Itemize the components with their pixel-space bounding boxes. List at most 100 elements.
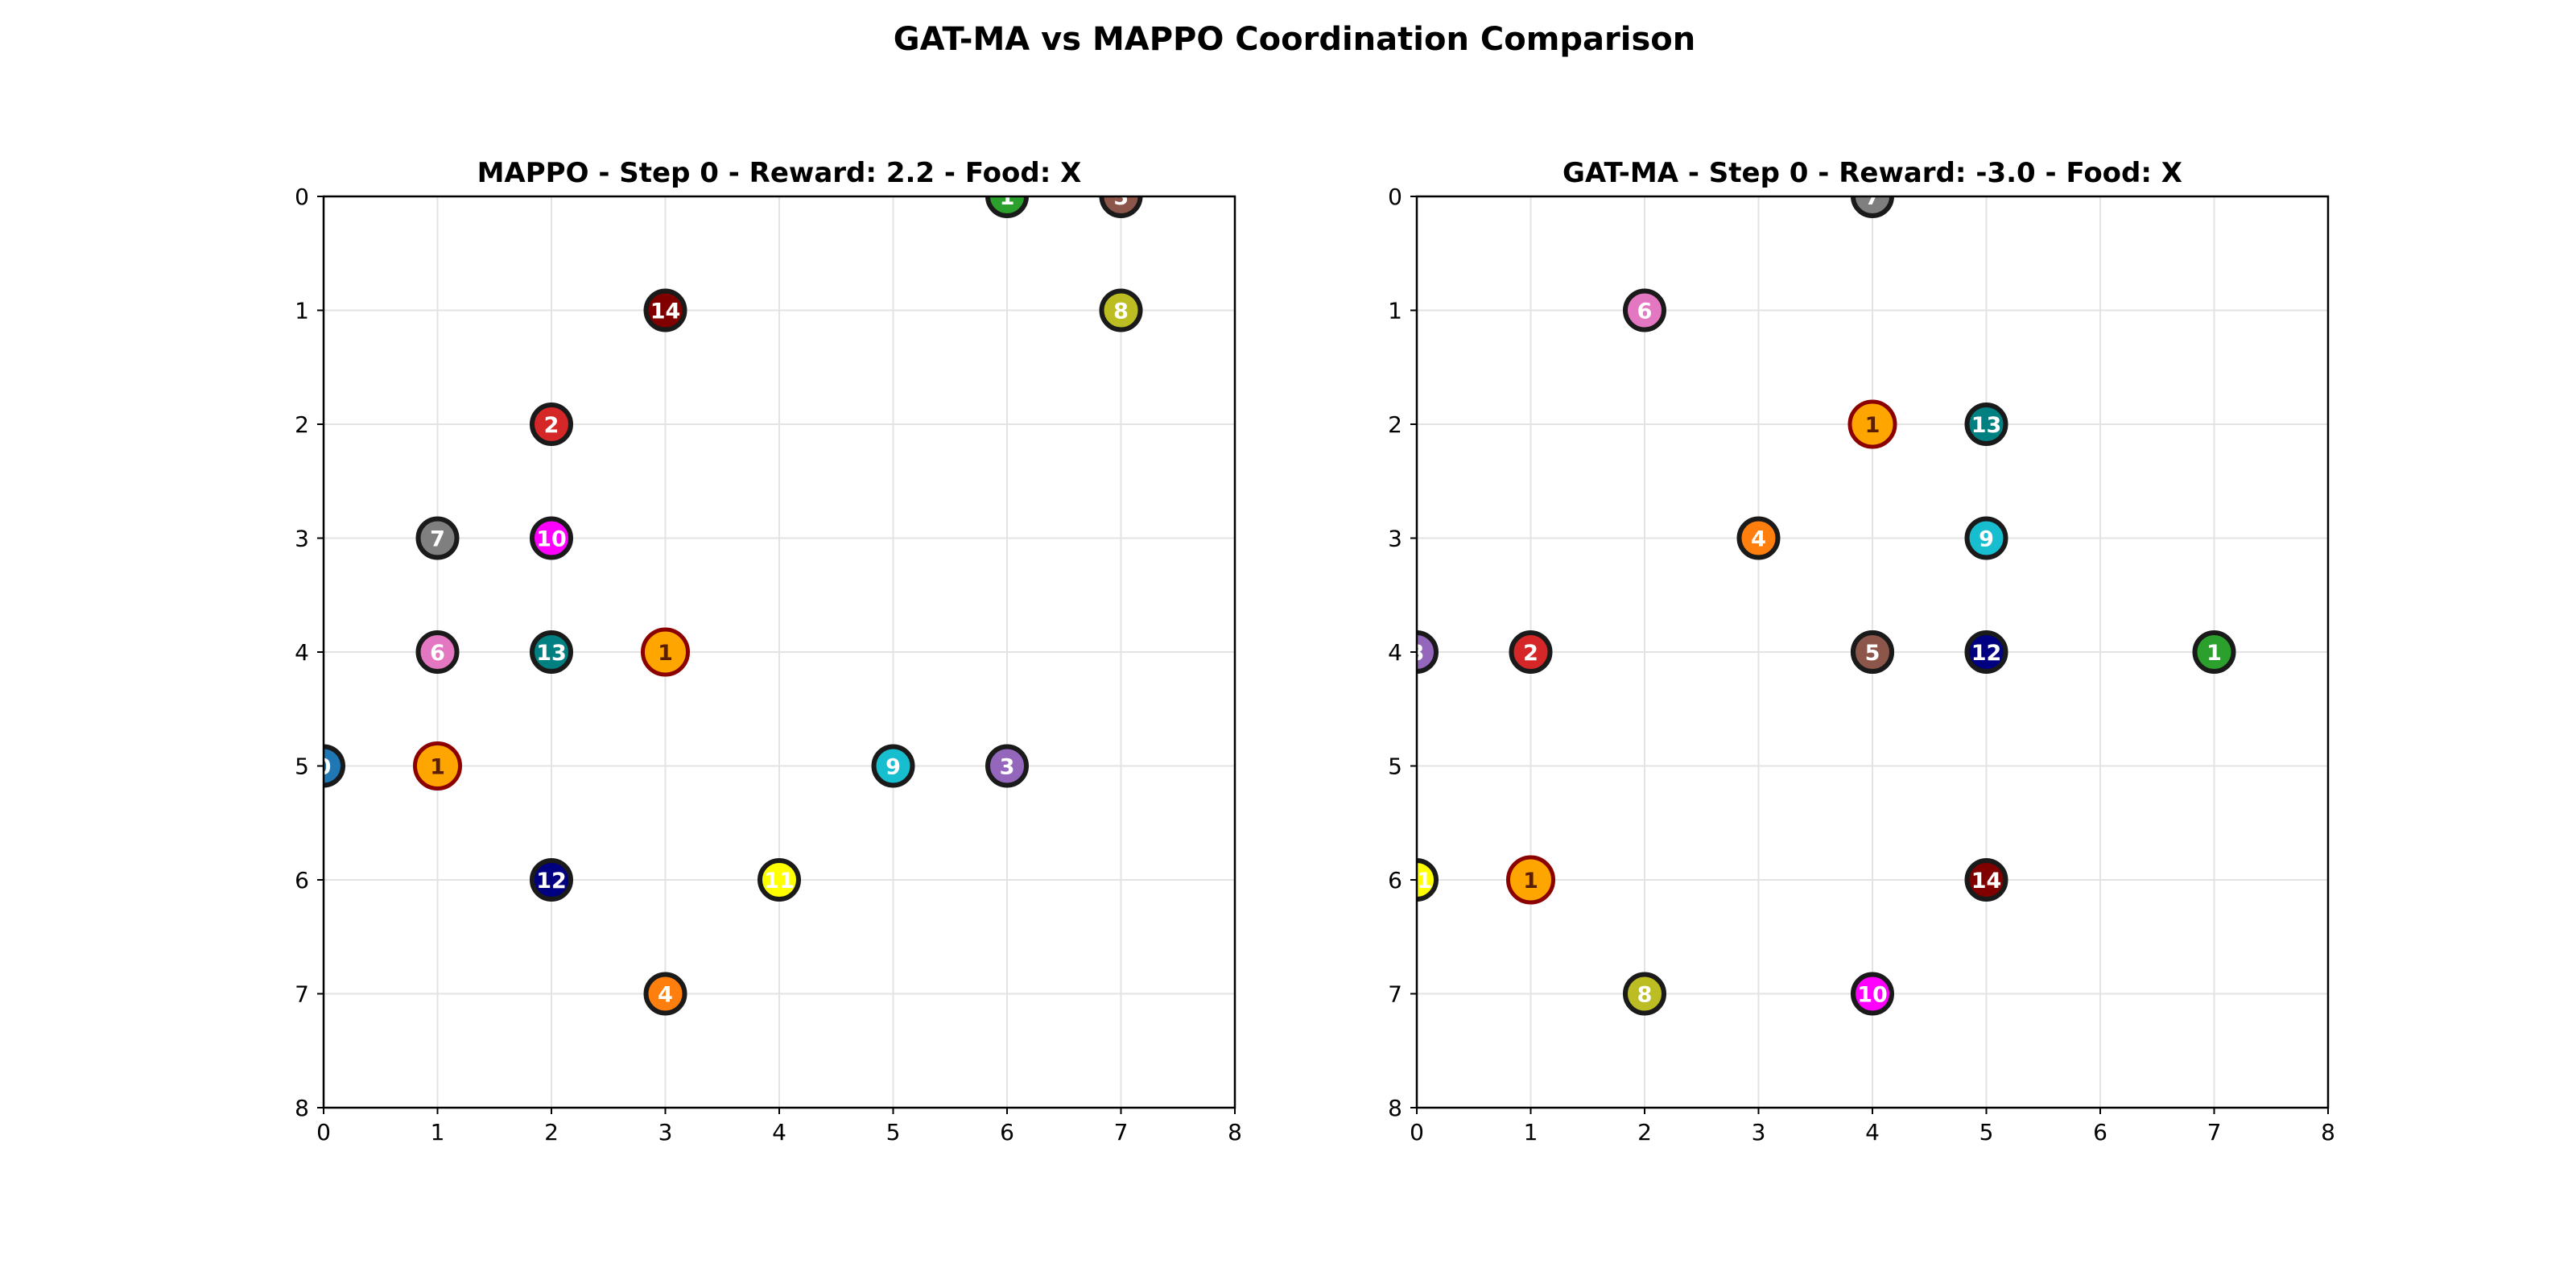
agent-id-label: 9 — [1979, 527, 1994, 552]
agent-7: 7 — [415, 516, 460, 560]
agent-marker — [1099, 196, 1143, 218]
agent-marker — [985, 196, 1029, 218]
figure-title: GAT-MA vs MAPPO Coordination Comparison — [894, 21, 1695, 58]
agent-id-label: 3 — [1000, 755, 1015, 780]
y-tick-label: 7 — [295, 981, 309, 1008]
x-tick-label: 4 — [1865, 1119, 1880, 1146]
agent-9: 9 — [1964, 516, 2008, 560]
agent-marker — [643, 288, 687, 332]
agent-id-label: 6 — [1637, 299, 1653, 324]
y-tick-label: 2 — [1388, 411, 1402, 438]
food-item: 1 — [1506, 855, 1555, 905]
agent-id-label: 5 — [1113, 185, 1129, 210]
agent-2: 2 — [1509, 630, 1553, 674]
agent-id-label: 6 — [430, 641, 445, 666]
agent-id-label: 10 — [536, 527, 567, 552]
food-marker — [413, 741, 462, 791]
y-tick-label: 3 — [1388, 526, 1402, 552]
agent-5: 5 — [1851, 630, 1894, 674]
agent-1: 1 — [985, 185, 1029, 218]
agent-marker — [1964, 516, 2008, 560]
agent-id-label: 7 — [430, 527, 445, 552]
x-tick-label: 4 — [772, 1119, 786, 1146]
agent-marker — [530, 630, 573, 674]
agent-marker — [1509, 630, 1553, 674]
axes-frame — [322, 195, 1236, 1109]
agent-id-label: 3 — [1410, 641, 1425, 666]
agent-marker — [1851, 972, 1894, 1016]
agent-12: 12 — [1964, 630, 2008, 674]
agent-6: 6 — [415, 630, 460, 674]
axes-frame — [1415, 195, 2330, 1109]
food-marker — [1506, 855, 1555, 905]
y-tick-label: 6 — [295, 867, 309, 894]
agent-id-label: 14 — [1971, 869, 2002, 894]
x-tick-label: 5 — [1979, 1119, 1994, 1146]
agent-id-label: 2 — [544, 413, 559, 438]
agent-id-label: 1 — [1000, 185, 1015, 210]
x-tick-label: 0 — [1410, 1119, 1424, 1146]
agent-id-label: 11 — [1402, 869, 1432, 894]
x-tick-label: 2 — [544, 1119, 559, 1146]
x-tick-label: 1 — [1524, 1119, 1538, 1146]
x-tick-label: 3 — [658, 1119, 673, 1146]
agent-marker — [1736, 516, 1781, 560]
agent-marker — [2192, 630, 2236, 674]
food-value-label: 1 — [658, 641, 673, 666]
agent-marker — [415, 516, 460, 560]
agent-id-label: 13 — [536, 641, 567, 666]
agent-14: 14 — [643, 288, 687, 332]
y-tick-label: 2 — [295, 411, 309, 438]
y-tick-label: 3 — [295, 526, 309, 552]
agent-marker — [758, 858, 801, 902]
agent-14: 14 — [1964, 858, 2008, 902]
agent-id-label: 0 — [316, 755, 332, 780]
agent-marker — [1851, 630, 1894, 674]
agent-2: 2 — [530, 402, 573, 446]
agent-marker — [643, 972, 687, 1016]
agent-marker — [1964, 858, 2008, 902]
agent-13: 13 — [1964, 402, 2008, 446]
agent-id-label: 5 — [1865, 641, 1880, 666]
food-marker — [1847, 399, 1897, 449]
agent-marker — [1964, 402, 2008, 446]
y-tick-label: 8 — [1388, 1095, 1402, 1121]
panel-gat-ma: GAT-MA - Step 0 - Reward: -3.0 - Food: X… — [1388, 157, 2335, 1146]
agent-id-label: 14 — [650, 299, 681, 324]
x-tick-label: 8 — [2321, 1119, 2335, 1146]
agent-5: 5 — [1099, 185, 1143, 218]
food-value-label: 1 — [1523, 869, 1538, 894]
agent-3: 3 — [1410, 630, 1439, 674]
agent-8: 8 — [1623, 972, 1666, 1016]
agent-marker — [1964, 630, 2008, 674]
x-tick-label: 0 — [316, 1119, 331, 1146]
agent-id-label: 8 — [1113, 299, 1129, 324]
panel-title: MAPPO - Step 0 - Reward: 2.2 - Food: X — [477, 157, 1082, 189]
agent-id-label: 11 — [764, 869, 795, 894]
y-tick-label: 0 — [295, 184, 309, 210]
agent-id-label: 8 — [1637, 983, 1653, 1008]
agent-11: 11 — [1402, 858, 1439, 902]
x-tick-label: 1 — [431, 1119, 445, 1146]
agent-id-label: 1 — [2207, 641, 2222, 666]
agent-marker — [985, 744, 1029, 788]
y-tick-label: 1 — [295, 298, 309, 324]
panel-title: GAT-MA - Step 0 - Reward: -3.0 - Food: X — [1563, 157, 2182, 189]
x-tick-label: 7 — [1114, 1119, 1129, 1146]
x-tick-label: 7 — [2207, 1119, 2222, 1146]
agent-10: 10 — [530, 516, 573, 560]
agent-4: 4 — [643, 972, 687, 1016]
y-tick-label: 8 — [295, 1095, 309, 1121]
food-item: 1 — [1847, 399, 1897, 449]
food-value-label: 1 — [1865, 413, 1880, 438]
agent-7: 7 — [1851, 196, 1894, 218]
agent-id-label: 12 — [536, 869, 567, 894]
x-tick-label: 6 — [2093, 1119, 2107, 1146]
agent-3: 3 — [985, 744, 1029, 788]
agent-11: 11 — [758, 858, 801, 902]
panel-mappo: MAPPO - Step 0 - Reward: 2.2 - Food: X 0 1… — [295, 157, 1242, 1146]
agent-6: 6 — [1623, 288, 1666, 332]
